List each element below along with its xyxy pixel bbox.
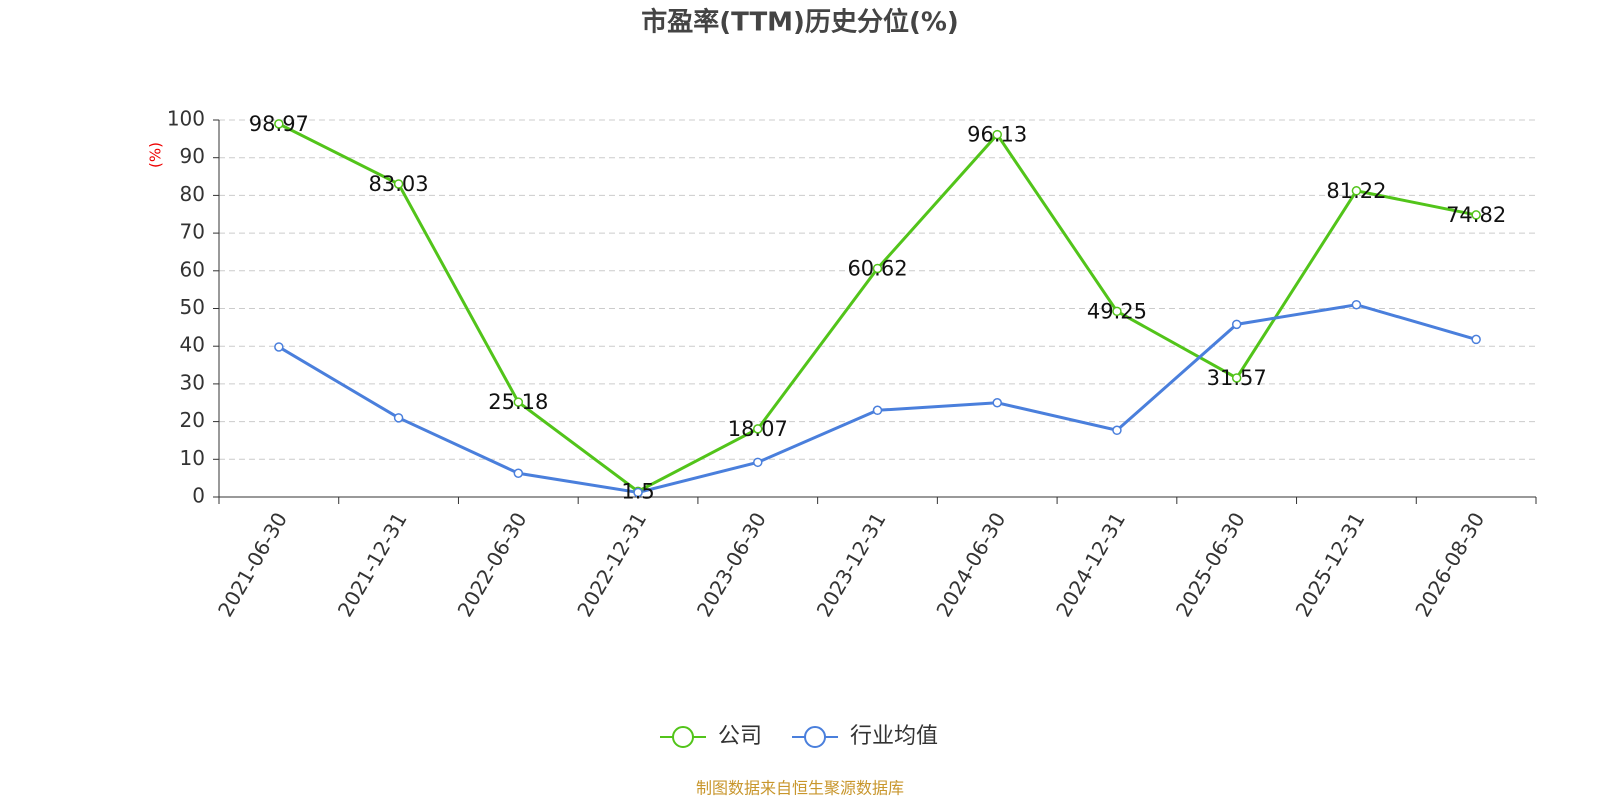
y-tick-label: 0 xyxy=(192,484,205,508)
data-point xyxy=(1351,186,1362,196)
series-line xyxy=(278,122,1477,494)
y-tick-label: 80 xyxy=(180,182,205,206)
data-label: 25.18 xyxy=(488,390,548,414)
data-point xyxy=(633,487,643,498)
x-tick-label: 2023-06-30 xyxy=(692,508,771,621)
data-point xyxy=(753,424,763,434)
data-point xyxy=(513,397,524,407)
data-label: 60.62 xyxy=(847,256,907,280)
x-tick-label: 2024-12-31 xyxy=(1051,508,1130,621)
data-point xyxy=(753,457,763,468)
data-label: 96.13 xyxy=(967,123,1027,147)
data-point xyxy=(393,179,404,189)
y-axis-label: (%) xyxy=(147,142,165,168)
y-tick-label: 50 xyxy=(180,295,205,319)
data-label: 49.25 xyxy=(1087,299,1147,323)
data-label: 98.97 xyxy=(249,112,309,136)
y-tick-label: 20 xyxy=(180,408,205,432)
legend: 公司 行业均值 xyxy=(660,724,938,749)
data-point xyxy=(393,413,404,423)
legend-label: 公司 xyxy=(718,724,762,749)
data-point xyxy=(1112,306,1122,317)
x-tick-label: 2023-12-31 xyxy=(812,508,891,621)
data-point xyxy=(274,119,284,129)
data-point xyxy=(513,468,524,478)
y-tick-label: 70 xyxy=(180,220,205,244)
data-label: 31.57 xyxy=(1207,366,1267,390)
data-point xyxy=(1231,319,1242,330)
y-tick-label: 100 xyxy=(167,107,205,131)
data-label: 81.22 xyxy=(1326,179,1386,203)
x-tick-label: 2022-12-31 xyxy=(572,508,651,621)
x-tick-label: 2025-06-30 xyxy=(1171,508,1250,621)
y-tick-label: 60 xyxy=(180,257,205,281)
y-tick-label: 40 xyxy=(180,333,205,357)
source-note: 制图数据来自恒生聚源数据库 xyxy=(696,779,904,798)
y-tick-label: 10 xyxy=(180,446,205,470)
data-point xyxy=(1112,425,1122,436)
data-label: 1.5 xyxy=(621,479,654,503)
x-tick-label: 2024-06-30 xyxy=(931,508,1010,621)
x-tick-label: 2021-06-30 xyxy=(213,508,292,621)
x-tick-label: 2021-12-31 xyxy=(333,508,412,621)
legend-marker xyxy=(804,726,827,748)
legend-marker xyxy=(672,726,694,748)
data-point xyxy=(872,405,883,416)
x-tick-label: 2022-06-30 xyxy=(453,508,532,621)
data-point xyxy=(992,398,1002,408)
data-point xyxy=(1351,299,1362,310)
data-point xyxy=(1471,210,1481,220)
data-point xyxy=(872,263,883,274)
series-line xyxy=(278,303,1477,495)
data-point xyxy=(992,129,1002,140)
y-tick-label: 90 xyxy=(180,144,205,168)
y-tick-label: 30 xyxy=(180,370,205,394)
x-tick-label: 2026-08-30 xyxy=(1410,508,1489,621)
legend-label: 行业均值 xyxy=(850,724,938,749)
data-label: 83.03 xyxy=(369,172,429,196)
data-point xyxy=(1231,373,1242,383)
x-tick-label: 2025-12-31 xyxy=(1291,508,1370,621)
chart-title: 市盈率(TTM)历史分位(%) xyxy=(641,7,959,38)
data-point xyxy=(1471,334,1481,345)
data-label: 74.82 xyxy=(1446,203,1506,227)
data-label: 18.07 xyxy=(728,417,788,441)
data-point xyxy=(274,342,284,352)
